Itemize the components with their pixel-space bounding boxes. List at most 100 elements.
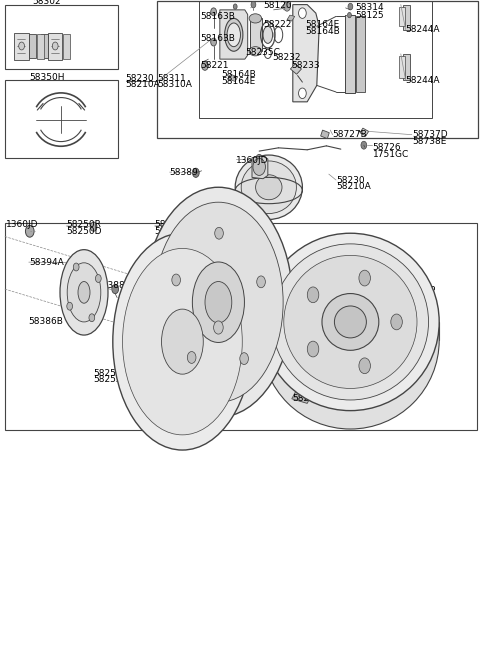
- Text: 58394A: 58394A: [29, 258, 63, 267]
- Polygon shape: [321, 130, 329, 139]
- Ellipse shape: [60, 250, 108, 335]
- Text: 58314: 58314: [355, 3, 384, 12]
- Circle shape: [307, 287, 319, 303]
- Circle shape: [348, 3, 353, 10]
- Polygon shape: [403, 54, 410, 80]
- Circle shape: [284, 2, 290, 11]
- Text: 58251A: 58251A: [94, 369, 128, 378]
- Text: 58210A: 58210A: [126, 80, 160, 89]
- Text: 58322B: 58322B: [236, 361, 271, 371]
- Text: 1751GC: 1751GC: [372, 150, 409, 159]
- Ellipse shape: [322, 312, 379, 369]
- Ellipse shape: [161, 309, 204, 374]
- Text: 58253A: 58253A: [211, 401, 246, 411]
- Text: 58386B: 58386B: [28, 317, 63, 327]
- Text: 58323: 58323: [76, 296, 105, 306]
- Text: 58221: 58221: [201, 60, 229, 70]
- Text: 1220FP: 1220FP: [403, 286, 436, 295]
- Polygon shape: [356, 16, 365, 92]
- Text: 58388G: 58388G: [96, 281, 132, 290]
- Circle shape: [292, 352, 298, 360]
- Polygon shape: [393, 287, 406, 296]
- Text: 58164E: 58164E: [222, 77, 256, 86]
- Text: 58233: 58233: [291, 60, 320, 70]
- Ellipse shape: [154, 202, 283, 402]
- Circle shape: [361, 141, 367, 149]
- Text: 58210A: 58210A: [336, 182, 371, 191]
- Text: 59833: 59833: [323, 350, 351, 359]
- Text: 58250R: 58250R: [66, 220, 101, 229]
- Polygon shape: [399, 7, 405, 26]
- Ellipse shape: [192, 262, 244, 342]
- Circle shape: [71, 258, 78, 267]
- Text: 58230: 58230: [126, 74, 155, 83]
- Circle shape: [90, 222, 97, 231]
- Polygon shape: [287, 15, 295, 21]
- Circle shape: [285, 350, 289, 356]
- Polygon shape: [381, 275, 394, 284]
- Circle shape: [171, 220, 178, 229]
- Polygon shape: [323, 352, 337, 364]
- Circle shape: [19, 42, 24, 50]
- Ellipse shape: [122, 248, 242, 435]
- Ellipse shape: [113, 233, 252, 450]
- Bar: [199, 1, 432, 118]
- Circle shape: [202, 61, 208, 70]
- Ellipse shape: [241, 161, 297, 214]
- Ellipse shape: [249, 47, 262, 56]
- Circle shape: [89, 314, 95, 322]
- Circle shape: [251, 1, 256, 8]
- Circle shape: [215, 227, 223, 239]
- Text: 58163B: 58163B: [201, 34, 236, 43]
- Circle shape: [192, 168, 199, 177]
- Ellipse shape: [235, 155, 302, 219]
- Text: 58394A: 58394A: [245, 325, 279, 334]
- Text: 58120: 58120: [263, 1, 292, 11]
- Text: 58250D: 58250D: [66, 227, 102, 236]
- Text: 58350H: 58350H: [29, 73, 65, 82]
- Circle shape: [112, 284, 119, 294]
- Circle shape: [259, 334, 267, 346]
- Text: 58411D: 58411D: [385, 274, 420, 283]
- Text: 58472: 58472: [316, 394, 344, 403]
- Circle shape: [299, 8, 306, 18]
- Circle shape: [233, 4, 237, 9]
- Bar: [5, 80, 118, 158]
- Ellipse shape: [262, 233, 439, 411]
- Text: 58164E: 58164E: [305, 20, 339, 29]
- Ellipse shape: [256, 175, 282, 200]
- Circle shape: [240, 353, 249, 365]
- Text: 58163B: 58163B: [201, 12, 236, 21]
- Circle shape: [370, 308, 377, 319]
- Circle shape: [359, 270, 371, 286]
- Text: 58164B: 58164B: [222, 70, 256, 79]
- Text: 58414: 58414: [376, 306, 405, 315]
- Text: 58252A: 58252A: [94, 375, 128, 384]
- Text: 58244A: 58244A: [406, 76, 440, 85]
- Text: 58726: 58726: [372, 143, 401, 152]
- Text: 58244A: 58244A: [406, 25, 440, 34]
- Polygon shape: [292, 390, 312, 403]
- Text: 58230: 58230: [336, 175, 365, 185]
- Circle shape: [214, 321, 223, 334]
- Polygon shape: [29, 34, 36, 58]
- Text: 58737D: 58737D: [412, 130, 447, 139]
- Ellipse shape: [144, 187, 293, 417]
- Bar: [5, 5, 118, 69]
- Polygon shape: [14, 33, 29, 60]
- Ellipse shape: [225, 18, 243, 51]
- Ellipse shape: [249, 14, 262, 23]
- Circle shape: [211, 8, 216, 16]
- Polygon shape: [48, 33, 62, 60]
- Ellipse shape: [335, 306, 366, 338]
- Circle shape: [277, 345, 282, 351]
- Text: 58222: 58222: [263, 20, 291, 29]
- Text: 58268: 58268: [323, 357, 351, 367]
- Circle shape: [52, 42, 58, 50]
- Circle shape: [348, 12, 351, 18]
- Ellipse shape: [284, 256, 417, 388]
- Ellipse shape: [67, 263, 101, 322]
- Circle shape: [307, 341, 319, 357]
- Ellipse shape: [263, 26, 273, 43]
- Text: 58266: 58266: [292, 394, 321, 403]
